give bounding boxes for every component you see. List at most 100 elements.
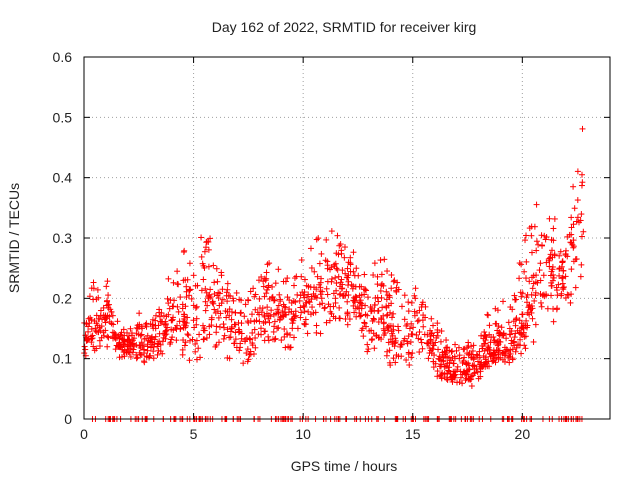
data-point [182,324,189,331]
data-point [269,283,276,290]
data-point [102,319,109,326]
data-point [348,281,355,288]
data-point [200,327,207,334]
data-point [271,323,278,330]
data-point [487,350,494,357]
data-point [513,315,520,322]
data-point [511,342,518,349]
data-point [358,312,365,319]
data-point [389,314,396,321]
data-point [476,361,483,368]
data-point [343,288,350,295]
data-point [105,292,112,299]
data-point [260,283,267,290]
data-point [164,295,171,302]
data-point [490,352,497,359]
data-point [187,286,194,293]
data-point [548,282,555,289]
data-point [266,260,273,267]
data-point [353,294,360,301]
data-point [538,303,545,310]
data-point [388,300,395,307]
data-point [503,335,510,342]
data-point [249,342,256,349]
data-point [309,304,316,311]
data-point [104,278,111,285]
data-point [316,260,323,267]
data-point [208,322,215,329]
data-point [199,260,206,267]
data-point [278,337,285,344]
data-point [408,299,415,306]
data-point [530,338,537,345]
data-point [371,345,378,352]
data-point [97,312,104,319]
data-point [336,242,343,249]
data-point [138,339,145,346]
data-point [326,317,333,324]
data-point [345,259,352,266]
data-point [451,353,458,360]
data-point [101,316,108,323]
data-point [261,328,268,335]
data-point [307,284,314,291]
data-point [325,301,332,308]
data-point [498,324,505,331]
data-point [477,365,484,372]
data-point [279,308,286,315]
data-point [90,279,97,286]
data-point [286,306,293,313]
data-point [193,337,200,344]
data-point [406,325,413,332]
data-point [115,343,122,350]
data-point [321,304,328,311]
x-tick-label: 15 [405,426,421,442]
data-point [381,256,388,263]
data-point [280,278,287,285]
data-point [324,258,331,265]
data-point [268,307,275,314]
data-point [193,356,200,363]
data-point [238,309,245,316]
data-point [266,296,273,303]
data-point [548,292,555,299]
data-point [330,303,337,310]
data-point [482,363,489,370]
data-point [174,303,181,310]
data-point [531,297,538,304]
data-point [324,291,331,298]
data-point [411,312,418,319]
data-point [453,379,460,386]
data-point [356,299,363,306]
data-point [577,217,584,224]
data-point [390,278,397,285]
data-point [411,292,418,299]
data-point [554,305,561,312]
data-point [389,338,396,345]
data-point [312,309,319,316]
data-point [224,326,231,333]
data-point [190,272,197,279]
data-point [564,291,571,298]
data-point [549,247,556,254]
x-axis-tick-labels: 0 5 10 15 20 [80,426,530,442]
data-point [163,331,170,338]
data-point [560,267,567,274]
data-point [289,325,296,332]
data-point [274,325,281,332]
data-point [307,245,314,252]
data-point [516,260,523,267]
data-point [376,334,383,341]
data-point [188,295,195,302]
data-point [328,228,335,235]
data-point [228,325,235,332]
data-point [290,297,297,304]
data-point [344,298,351,305]
data-point [386,294,393,301]
data-point [551,215,558,222]
data-point [342,270,349,277]
data-point [213,329,220,336]
data-point [494,342,501,349]
data-point [549,266,556,273]
data-point [154,351,161,358]
